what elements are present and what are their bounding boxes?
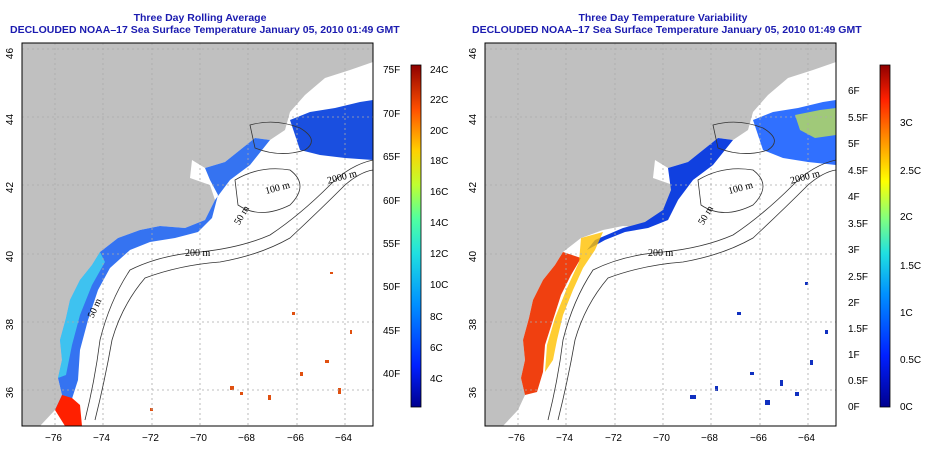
graticule — [485, 43, 836, 426]
left-colorbar — [410, 64, 422, 408]
lon-tick: −64 — [798, 433, 815, 444]
left-cb-f: 40F — [383, 369, 401, 380]
lat-tick: 44 — [468, 113, 480, 126]
right-cb-f: 4F — [848, 192, 860, 203]
sst-gom-patch — [290, 100, 373, 160]
land — [22, 43, 373, 426]
left-cb-f: 55F — [383, 239, 401, 250]
left-map — [21, 42, 422, 427]
lon-tick: −68 — [701, 433, 718, 444]
sst-warm-inshore — [58, 252, 105, 378]
lat-tick: 40 — [5, 250, 17, 263]
lon-tick: −76 — [45, 433, 62, 444]
lon-tick: −68 — [238, 433, 255, 444]
left-cb-c: 14C — [430, 218, 449, 229]
right-cb-c: 2.5C — [900, 166, 922, 177]
lon-tick: −70 — [190, 433, 207, 444]
lat-tick: 42 — [468, 181, 480, 194]
lat-tick: 42 — [5, 181, 17, 194]
right-cb-f: 0.5F — [848, 376, 869, 387]
lat-tick: 36 — [468, 386, 480, 399]
lon-tick: −72 — [142, 433, 159, 444]
var-mid-band — [545, 232, 603, 372]
lon-tick: −74 — [93, 433, 110, 444]
right-cb-c: 3C — [900, 118, 913, 129]
right-cb-f: 3F — [848, 245, 860, 256]
bathymetry-contours — [547, 121, 836, 421]
right-cb-c: 0.5C — [900, 355, 922, 366]
lat-tick: 46 — [468, 47, 480, 60]
left-contour-label: 200 m — [185, 248, 211, 259]
var-high-band — [521, 252, 581, 395]
left-cb-f: 75F — [383, 65, 401, 76]
lat-tick: 38 — [5, 318, 17, 331]
var-shelf-blue — [587, 138, 733, 250]
left-cb-c: 22C — [430, 95, 449, 106]
left-cb-f: 60F — [383, 196, 401, 207]
lon-tick: −76 — [508, 433, 525, 444]
lat-tick: 36 — [5, 386, 17, 399]
right-cb-c: 1.5C — [900, 261, 922, 272]
right-cb-f: 1.5F — [848, 324, 869, 335]
sst-offshore-specks — [150, 272, 352, 411]
right-cb-c: 0C — [900, 402, 913, 413]
left-cb-c: 20C — [430, 126, 449, 137]
left-cb-c: 8C — [430, 312, 443, 323]
left-cb-f: 70F — [383, 109, 401, 120]
right-cb-f: 0F — [848, 402, 860, 413]
lon-tick: −66 — [287, 433, 304, 444]
var-offshore-specks — [690, 282, 828, 405]
left-cb-f: 50F — [383, 282, 401, 293]
lon-tick: −72 — [605, 433, 622, 444]
left-title: Three Day Rolling Average — [133, 12, 267, 24]
right-cb-f: 6F — [848, 86, 860, 97]
lon-tick: −64 — [335, 433, 352, 444]
right-contour-label: 200 m — [648, 248, 674, 259]
lon-tick: −74 — [556, 433, 573, 444]
right-title: Three Day Temperature Variability — [578, 12, 748, 24]
right-cb-c: 2C — [900, 212, 913, 223]
bathymetry-contours — [84, 121, 373, 421]
right-cb-f: 5.5F — [848, 113, 869, 124]
left-cb-c: 12C — [430, 249, 449, 260]
right-subtitle: DECLOUDED NOAA–17 Sea Surface Temperatur… — [472, 24, 862, 36]
left-cb-f: 45F — [383, 326, 401, 337]
left-cb-c: 6C — [430, 343, 443, 354]
lon-tick: −66 — [750, 433, 767, 444]
left-cb-c: 24C — [430, 65, 449, 76]
graticule — [22, 43, 373, 426]
left-subtitle: DECLOUDED NOAA–17 Sea Surface Temperatur… — [10, 24, 400, 36]
left-cb-c: 18C — [430, 156, 449, 167]
right-cb-c: 1C — [900, 308, 913, 319]
lat-tick: 40 — [468, 250, 480, 263]
right-cb-f: 5F — [848, 139, 860, 150]
right-cb-f: 1F — [848, 350, 860, 361]
lat-tick: 44 — [5, 113, 17, 126]
right-frame — [484, 42, 837, 427]
left-cb-c: 16C — [430, 187, 449, 198]
lat-tick: 38 — [468, 318, 480, 331]
right-map — [484, 42, 891, 427]
right-cb-f: 4.5F — [848, 166, 869, 177]
land — [485, 43, 836, 426]
sst-gulf-stream-edge — [55, 395, 82, 426]
right-colorbar — [879, 64, 891, 408]
var-gom-yellow — [795, 108, 836, 138]
right-cb-f: 3.5F — [848, 219, 869, 230]
lon-tick: −70 — [653, 433, 670, 444]
left-frame — [21, 42, 374, 427]
left-cb-f: 65F — [383, 152, 401, 163]
lat-tick: 46 — [5, 47, 17, 60]
left-cb-c: 4C — [430, 374, 443, 385]
left-cb-c: 10C — [430, 280, 449, 291]
right-cb-f: 2.5F — [848, 272, 869, 283]
right-cb-f: 2F — [848, 298, 860, 309]
